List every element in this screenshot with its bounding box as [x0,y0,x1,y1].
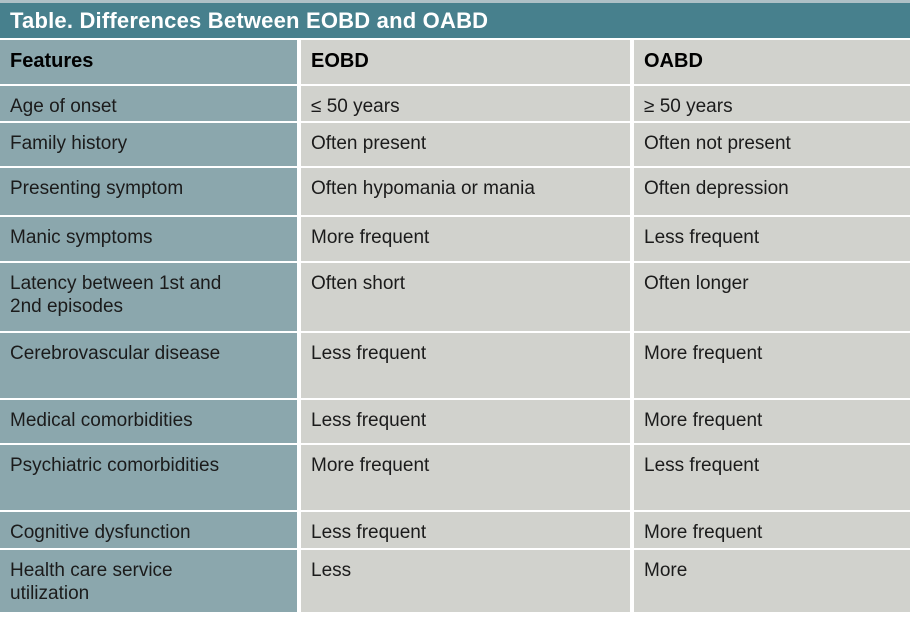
oabd-value-cell: More frequent [634,512,910,548]
feature-cell: Health care service utilization [0,550,297,612]
eobd-value-cell: Less frequent [301,400,630,443]
eobd-value-cell: Often hypomania or mania [301,168,630,215]
feature-cell: Manic symptoms [0,217,297,261]
column-header-features: Features [0,40,297,84]
eobd-value-cell: Less frequent [301,512,630,548]
feature-cell: Psychiatric comorbidities [0,445,297,510]
oabd-value-cell: More frequent [634,400,910,443]
eobd-value-cell: ≤ 50 years [301,86,630,121]
feature-cell: Cognitive dysfunction [0,512,297,548]
oabd-value-cell: Often not present [634,123,910,166]
eobd-value-cell: More frequent [301,445,630,510]
feature-cell: Cerebrovascular disease [0,333,297,398]
oabd-value-cell: Often depression [634,168,910,215]
feature-cell: Family history [0,123,297,166]
feature-cell: Latency between 1st and 2nd episodes [0,263,297,331]
eobd-value-cell: More frequent [301,217,630,261]
feature-cell: Presenting symptom [0,168,297,215]
table-title: Table. Differences Between EOBD and OABD [10,7,489,33]
eobd-value-cell: Less [301,550,630,612]
oabd-value-cell: ≥ 50 years [634,86,910,121]
column-header-eobd: EOBD [301,40,630,84]
column-header-oabd: OABD [634,40,910,84]
oabd-value-cell: Often longer [634,263,910,331]
feature-cell: Age of onset [0,86,297,121]
feature-cell: Medical comorbidities [0,400,297,443]
eobd-value-cell: Often present [301,123,630,166]
eobd-value-cell: Less frequent [301,333,630,398]
table-title-bar: Table. Differences Between EOBD and OABD [0,3,910,38]
oabd-value-cell: More frequent [634,333,910,398]
eobd-value-cell: Often short [301,263,630,331]
oabd-value-cell: Less frequent [634,217,910,261]
oabd-value-cell: More [634,550,910,612]
oabd-value-cell: Less frequent [634,445,910,510]
